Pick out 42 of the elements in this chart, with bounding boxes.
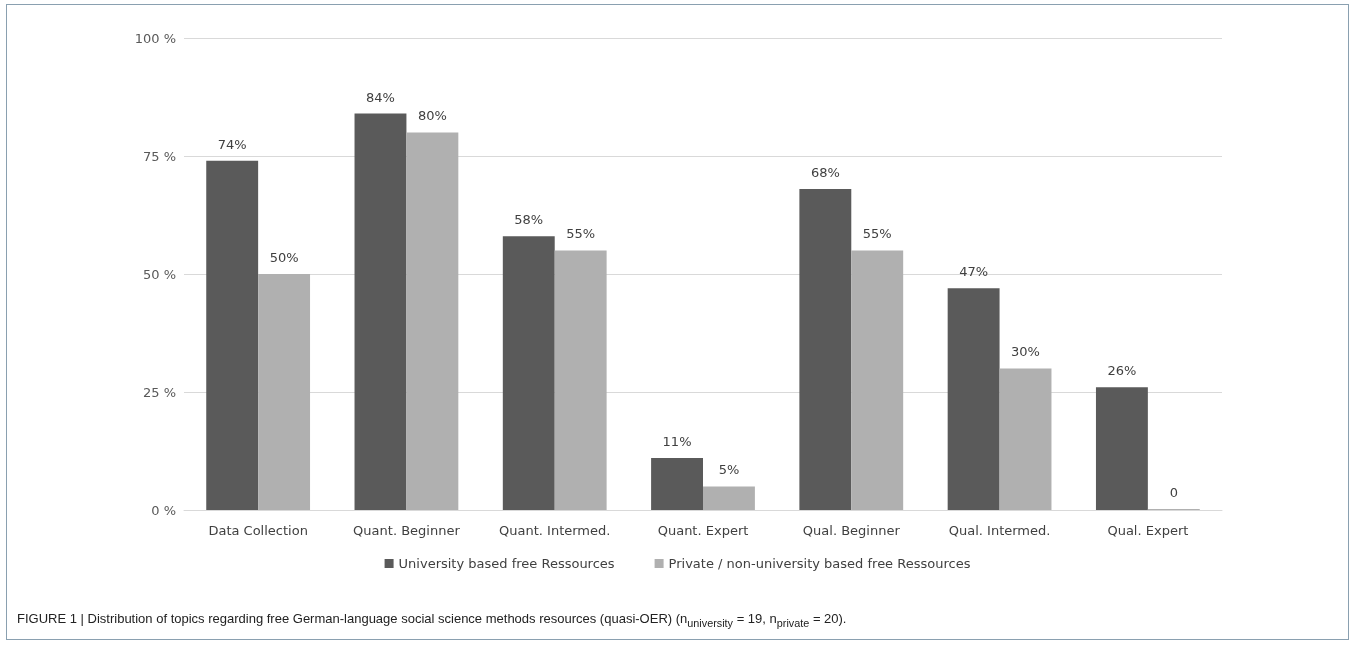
bar xyxy=(502,236,555,510)
data-label: 58% xyxy=(514,212,544,228)
legend-label: University based free Ressources xyxy=(398,556,615,571)
caption: FIGURE 1 | Distribution of topics regarding free German-language social science methods resources (quasi-OER) (n$_{university}$ = 19, n$_{private}$ = 20). xyxy=(17,611,847,629)
legend-label: Private / non-university based free Ressources xyxy=(668,556,971,571)
bar xyxy=(999,368,1052,510)
bar xyxy=(406,132,459,510)
data-label: 55% xyxy=(566,226,596,242)
y-tick-label: 75 % xyxy=(142,148,176,164)
bar xyxy=(554,250,607,510)
data-label: 55% xyxy=(862,226,892,242)
bar xyxy=(651,458,703,510)
x-tick-label: Qual. Intermed. xyxy=(948,523,1051,538)
bar xyxy=(947,288,1000,510)
data-label: 74% xyxy=(217,136,247,152)
data-label: 80% xyxy=(417,108,447,124)
x-tick-label: Quant. Beginner xyxy=(353,523,461,538)
y-tick-label: 0 % xyxy=(151,502,176,518)
data-label: 0 xyxy=(1169,485,1178,500)
data-label: 11% xyxy=(662,434,692,450)
bar xyxy=(258,274,311,510)
data-label: 68% xyxy=(810,165,840,181)
x-tick-label: Qual. Expert xyxy=(1107,523,1189,538)
bar xyxy=(703,486,755,510)
data-label: 30% xyxy=(1011,344,1040,360)
y-tick-label: 100 % xyxy=(134,30,176,46)
x-tick-label: Qual. Beginner xyxy=(802,523,901,538)
x-tick-label: Data Collection xyxy=(208,523,308,538)
data-label: 26% xyxy=(1107,363,1137,379)
data-label: 84% xyxy=(366,89,395,105)
y-tick-label: 50 % xyxy=(142,266,176,282)
data-label: 50% xyxy=(269,250,299,265)
bar xyxy=(354,113,407,510)
x-tick-label: Quant. Intermed. xyxy=(499,523,611,538)
x-tick-label: Quant. Expert xyxy=(657,523,749,538)
bar xyxy=(206,160,259,510)
data-label: 5% xyxy=(718,462,740,478)
bar xyxy=(1095,387,1148,510)
y-tick-label: 25 % xyxy=(142,384,176,400)
bar xyxy=(851,250,904,510)
bar xyxy=(799,189,852,510)
data-label: 47% xyxy=(959,264,989,280)
